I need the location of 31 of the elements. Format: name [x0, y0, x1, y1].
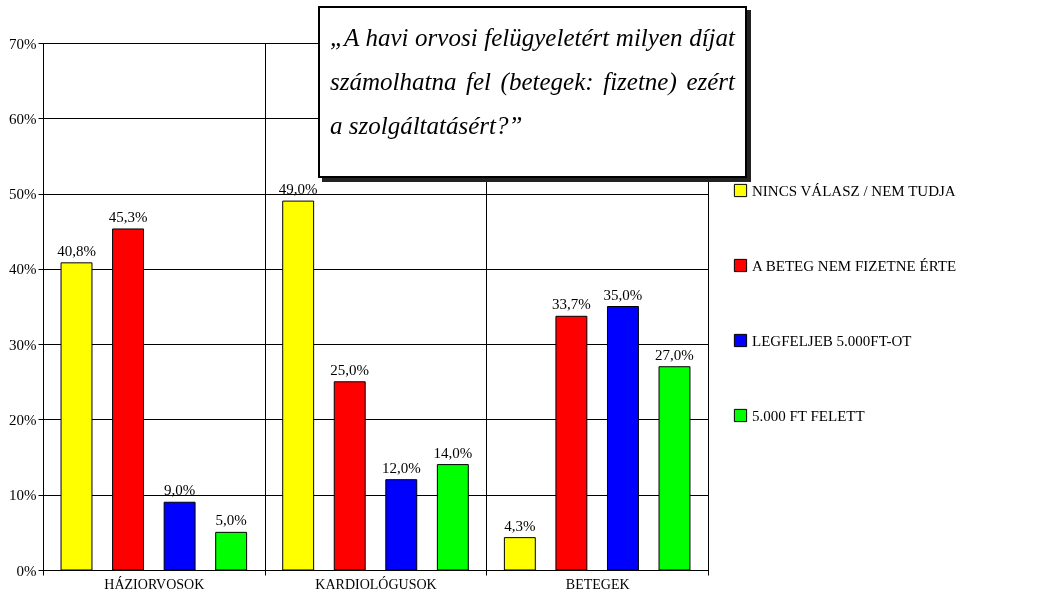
data-label: 49,0% [278, 181, 318, 198]
data-label: 5,0% [215, 512, 247, 529]
x-tick-label: HÁZIORVOSOK [104, 575, 205, 592]
y-tick-label: 70% [9, 35, 37, 52]
x-tick-label: BETEGEK [565, 576, 630, 592]
data-label: 12,0% [381, 459, 421, 476]
bar [503, 537, 536, 571]
y-tick-label: 20% [9, 411, 37, 428]
data-label: 25,0% [330, 361, 370, 378]
data-label: 45,3% [108, 208, 148, 225]
data-label: 40,8% [57, 242, 96, 259]
y-tick-label: 40% [9, 261, 37, 278]
y-tick-label: 10% [9, 487, 37, 504]
data-label: 14,0% [433, 444, 473, 461]
x-tick-label: KARDIOLÓGUSOK [315, 575, 437, 592]
legend-label: NINCS VÁLASZ / NEM TUDJA [752, 182, 956, 199]
data-label: 9,0% [163, 482, 196, 499]
data-label: 27,0% [655, 346, 694, 363]
data-label: 4,3% [504, 517, 536, 534]
y-tick-label: 0% [16, 562, 37, 579]
y-tick-label: 50% [9, 186, 37, 203]
bar [215, 531, 248, 571]
bar [163, 501, 196, 571]
data-label: 35,0% [603, 286, 643, 303]
y-tick-label: 30% [9, 336, 37, 353]
y-tick-label: 60% [9, 110, 37, 127]
data-label: 33,7% [552, 296, 591, 313]
text: „A havi orvosi felügyeletért milyen díjat számolhatna fel (betegek: fizetne) ezért a szolgáltatásért?” [318, 6, 747, 178]
legend-label: 5.000 FT FELETT [752, 407, 865, 424]
legend-label: LEGFELJEB 5.000FT-OT [752, 332, 912, 349]
legend-label: A BETEG NEM FIZETNE ÉRTE [752, 257, 957, 274]
